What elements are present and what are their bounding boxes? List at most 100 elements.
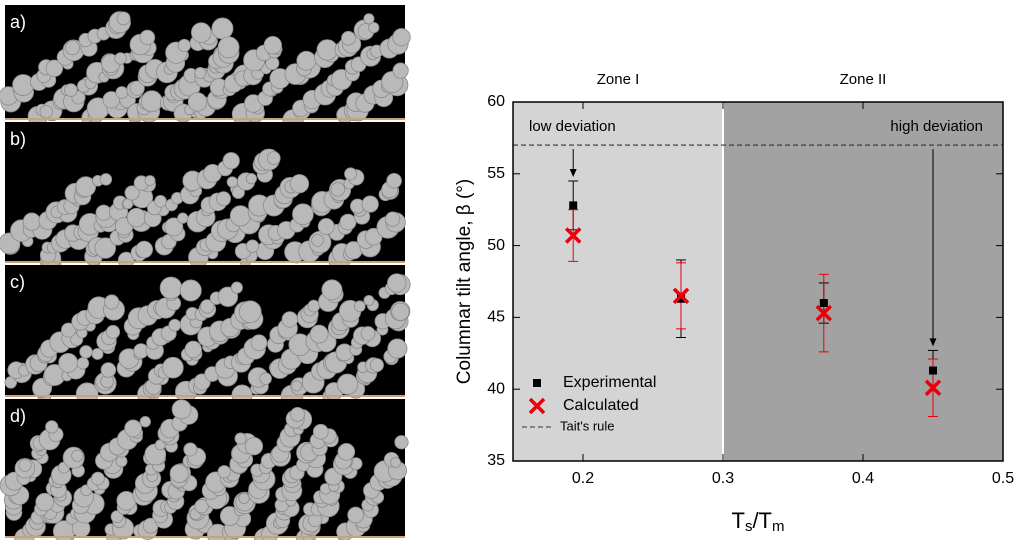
grain <box>234 432 247 445</box>
grain <box>341 30 356 46</box>
grain <box>309 324 329 344</box>
grain <box>321 279 343 301</box>
grain <box>387 273 407 293</box>
arrow-head <box>929 338 937 347</box>
grain <box>337 443 356 461</box>
grain <box>216 191 232 207</box>
y-tick-label: 60 <box>487 93 505 110</box>
zone-label: Zone I <box>597 71 640 88</box>
zone <box>723 102 1003 461</box>
grain <box>290 407 305 422</box>
grain <box>353 300 366 313</box>
grain <box>105 324 121 340</box>
annotation: high deviation <box>890 118 983 135</box>
chart: Zone I Zone II 0.2 0.3 0.4 0.5 35 40 45 50 55 60 Col… <box>454 71 1014 535</box>
grain <box>316 39 338 61</box>
grain <box>291 380 303 392</box>
zone-label: Zone II <box>840 71 887 88</box>
grain <box>392 28 411 47</box>
marker-square <box>569 201 578 210</box>
grain <box>177 212 189 224</box>
x-axis-label-part: s <box>745 518 753 535</box>
grain <box>154 194 167 208</box>
y-tick-label: 55 <box>487 165 505 182</box>
grain <box>91 471 105 486</box>
grain <box>194 499 209 514</box>
grain <box>99 173 113 186</box>
grain <box>368 22 380 34</box>
grain <box>18 458 32 472</box>
grain <box>58 353 79 373</box>
grain <box>64 83 78 97</box>
columns <box>4 273 411 408</box>
grain <box>391 302 410 321</box>
grain <box>385 211 401 227</box>
legend-marker <box>528 397 546 415</box>
grain <box>292 203 314 226</box>
grain <box>311 234 324 247</box>
grain <box>250 334 268 352</box>
grain <box>76 357 90 370</box>
grain <box>266 151 281 165</box>
grain <box>75 176 97 197</box>
grain <box>110 510 124 523</box>
grain <box>190 22 212 43</box>
grain <box>139 416 151 428</box>
marker-x <box>564 227 582 244</box>
grain <box>244 437 264 456</box>
x-axis-label-part: /T <box>752 508 772 533</box>
grain <box>177 38 191 53</box>
marker-square <box>677 294 685 303</box>
grain <box>363 294 375 306</box>
grain <box>164 217 184 237</box>
grain <box>168 318 182 332</box>
simulation-panels: a) b) c) d) <box>0 5 411 540</box>
y-tick-label: 35 <box>487 452 505 469</box>
grain <box>259 372 272 385</box>
grain <box>45 59 64 78</box>
grain <box>307 299 321 313</box>
grain <box>35 492 54 512</box>
x-tick-label: 0.2 <box>572 470 594 487</box>
grain <box>159 276 183 300</box>
grain <box>95 204 112 221</box>
legend-label: Experimental <box>563 374 656 391</box>
legend-label: Calculated <box>563 397 639 414</box>
grain <box>312 423 329 440</box>
grain <box>91 347 104 360</box>
columns <box>0 148 406 273</box>
grain <box>114 52 127 65</box>
grain <box>12 74 35 96</box>
y-tick-label: 40 <box>487 380 505 397</box>
grain <box>124 185 140 201</box>
grain <box>187 92 208 112</box>
grain <box>390 457 401 468</box>
grain <box>45 420 59 434</box>
grain <box>217 465 231 479</box>
grain <box>369 358 384 373</box>
grain <box>392 62 409 79</box>
plot-frame <box>512 101 1004 462</box>
legend-label: Tait's rule <box>560 418 615 433</box>
marker-x <box>672 287 690 305</box>
grain <box>361 195 379 213</box>
grain <box>238 300 262 324</box>
grain <box>386 172 402 189</box>
grain <box>394 435 409 450</box>
grain <box>289 174 310 194</box>
grain <box>115 86 129 99</box>
x-axis-label: Ts/Tm <box>731 508 784 535</box>
grain <box>65 40 80 56</box>
marker-x <box>924 379 942 397</box>
grain <box>22 212 41 231</box>
grain <box>245 239 260 253</box>
grain <box>194 67 207 80</box>
grain <box>104 294 120 310</box>
grain <box>184 340 202 359</box>
grain <box>347 506 365 524</box>
grain <box>129 80 145 96</box>
y-tick-label: 50 <box>487 237 505 254</box>
marker-square <box>929 366 937 375</box>
